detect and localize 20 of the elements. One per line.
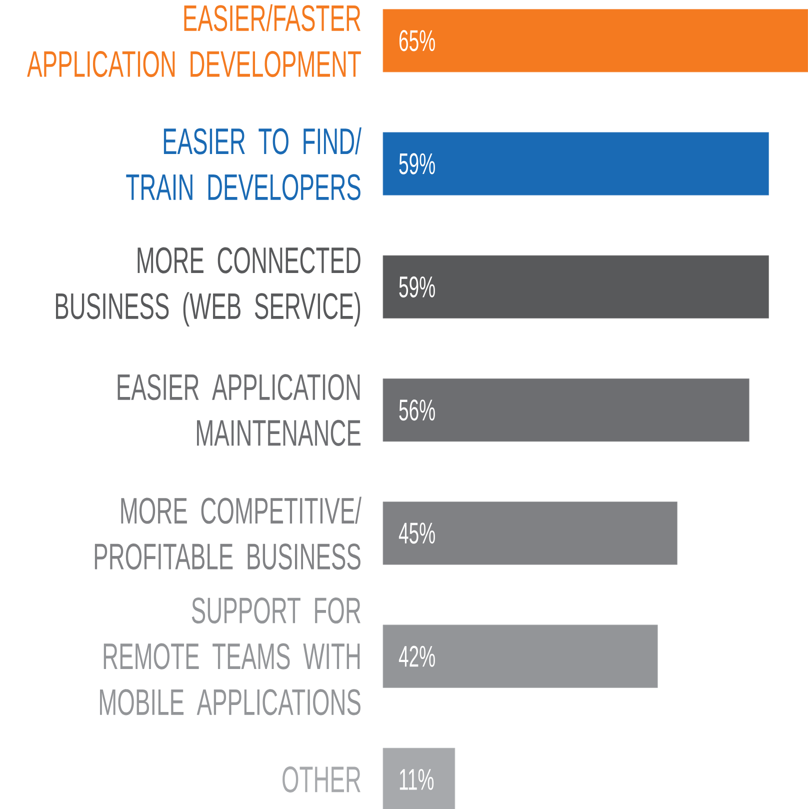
data-label: 11% [400, 769, 434, 790]
data-label: 59% [399, 276, 435, 298]
y-tick-label: MORE COMPETITIVE/ PROFITABLE BUSINESS [94, 496, 362, 570]
bar [382, 502, 678, 565]
y-tick-label: EASIER APPLICATION MAINTENANCE [118, 374, 360, 446]
data-label: 45% [398, 522, 435, 544]
bar [382, 624, 658, 688]
data-label: 42% [398, 646, 435, 667]
bar [382, 132, 769, 196]
y-tick-label: SUPPORT FOR REMOTE TEAMS WITH MOBILE APPLICATIONS [100, 597, 360, 716]
y-tick-label: EASIER TO FIND/ TRAIN DEVELOPERS [126, 127, 362, 200]
y-tick-label: OTHER [282, 766, 360, 793]
bar [382, 9, 808, 72]
y-tick-label: MORE CONNECTED BUSINESS (WEB SERVICE) [56, 247, 360, 326]
data-label: 59% [399, 153, 435, 174]
bar [382, 255, 769, 319]
y-tick-label: EASIER/FASTER APPLICATION DEVELOPMENT [27, 4, 361, 78]
bar [382, 378, 750, 442]
data-label: 65% [399, 30, 435, 52]
data-label: 56% [399, 399, 435, 421]
